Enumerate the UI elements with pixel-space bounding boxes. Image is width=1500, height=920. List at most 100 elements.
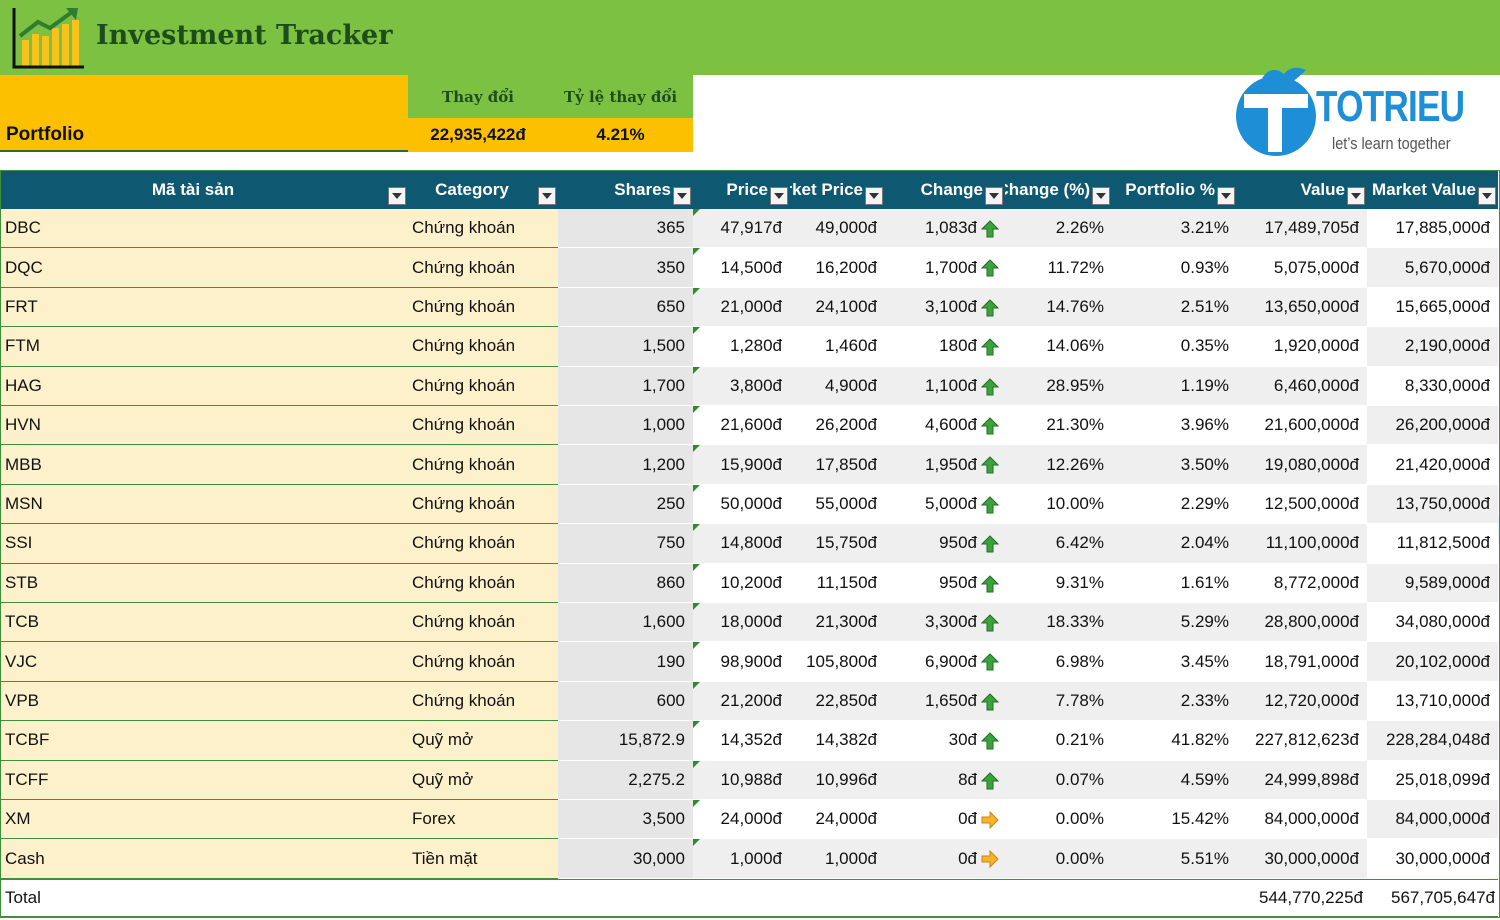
table-cell: 650	[558, 287, 693, 328]
table-header-bar	[0, 170, 1498, 209]
column-header: Market Price	[790, 179, 863, 199]
table-cell: 12,720,000đ	[1237, 681, 1367, 722]
comment-indicator	[693, 563, 700, 571]
table-cell: HVN	[0, 406, 408, 446]
table-cell: 17,885,000đ	[1367, 209, 1498, 249]
filter-button[interactable]	[770, 187, 788, 205]
comment-indicator	[693, 524, 700, 532]
change-arrow	[981, 456, 999, 474]
table-cell: 1,000đ	[693, 839, 790, 879]
table-cell: 49,000đ	[790, 209, 885, 249]
table-cell: 14,382đ	[790, 721, 885, 761]
table-cell: 2.29%	[1112, 484, 1237, 525]
column-header: Mã tài sản	[151, 179, 235, 199]
table-cell: Chứng khoán	[408, 642, 558, 682]
filter-button[interactable]	[1347, 187, 1365, 205]
table-cell: 21,600,000đ	[1237, 406, 1367, 446]
filter-button[interactable]	[388, 187, 406, 205]
table-cell: 1,280đ	[693, 327, 790, 367]
change-arrow	[981, 338, 999, 356]
table-cell: 17,489,705đ	[1237, 209, 1367, 249]
table-cell: Chứng khoán	[408, 445, 558, 485]
table-cell: 21,300đ	[790, 603, 885, 643]
change-arrow	[981, 614, 999, 632]
table-cell: Chứng khoán	[408, 563, 558, 603]
comment-indicator	[693, 760, 700, 768]
change-arrow	[981, 850, 999, 869]
table-cell: DBC	[0, 209, 408, 249]
change-arrow	[981, 693, 999, 711]
table-cell: 13,650,000đ	[1237, 287, 1367, 328]
filter-button[interactable]	[1478, 187, 1496, 205]
table-cell: 6.42%	[1005, 524, 1112, 564]
total-row	[0, 878, 1498, 919]
table-cell: 7.78%	[1005, 681, 1112, 722]
filter-button[interactable]	[673, 187, 691, 205]
comment-indicator	[693, 445, 700, 453]
app-icon	[12, 8, 84, 69]
table-cell: 21,600đ	[693, 406, 790, 446]
change-arrow	[981, 496, 999, 514]
column-header: Category	[435, 179, 509, 199]
column-header: Market Value	[1372, 179, 1476, 199]
table-cell: 13,750,000đ	[1367, 484, 1498, 525]
table-cell: 21,200đ	[693, 681, 790, 722]
table-cell: 84,000,000đ	[1367, 800, 1498, 840]
table-cell: 2.04%	[1112, 524, 1237, 564]
filter-button[interactable]	[985, 187, 1003, 205]
comment-indicator	[693, 603, 700, 610]
table-cell: 15,872.9	[558, 721, 693, 761]
comment-indicator	[693, 366, 700, 374]
table-cell: 3.21%	[1112, 209, 1237, 249]
table-cell: 1,600	[558, 603, 693, 643]
filter-button[interactable]	[865, 187, 883, 205]
table-cell: 3.45%	[1112, 642, 1237, 682]
table-cell: 22,850đ	[790, 681, 885, 722]
table-cell: 0.00%	[1005, 800, 1112, 840]
table-cell: 17,850đ	[790, 445, 885, 485]
table-cell: 30,000	[558, 839, 693, 879]
table-cell: 14,352đ	[693, 721, 790, 761]
table-cell: Tiền mặt	[408, 839, 558, 879]
filter-button[interactable]	[538, 187, 556, 205]
summary-header: Tỷ lệ thay đổi	[548, 75, 693, 118]
change-arrow	[981, 771, 999, 790]
table-cell: 18,000đ	[693, 603, 790, 643]
table-cell: 15,900đ	[693, 445, 790, 485]
total-label: Total	[5, 888, 41, 908]
table-cell: 365	[558, 209, 693, 249]
filter-button[interactable]	[1217, 187, 1235, 205]
table-cell: 0.00%	[1005, 839, 1112, 879]
table-cell: 14.06%	[1005, 327, 1112, 367]
table-cell: TCFF	[0, 760, 408, 800]
table-cell: 3,800đ	[693, 366, 790, 406]
total-market-value: 567,705,647đ	[1391, 888, 1495, 908]
comment-indicator	[693, 721, 700, 729]
table-cell: 4.59%	[1112, 760, 1237, 800]
change-arrow	[981, 299, 999, 317]
table-cell: 0.07%	[1005, 760, 1112, 800]
table-cell: Chứng khoán	[408, 406, 558, 446]
table-cell: 6.98%	[1005, 642, 1112, 682]
table-cell: 50,000đ	[693, 484, 790, 525]
total-value: 544,770,225đ	[1259, 888, 1363, 908]
change-arrow	[981, 220, 999, 238]
table-cell: 350	[558, 248, 693, 288]
table-cell: 4,900đ	[790, 366, 885, 406]
table-cell: 34,080,000đ	[1367, 603, 1498, 643]
column-header: Change (%)	[1005, 179, 1090, 199]
table-cell: 10,200đ	[693, 563, 790, 603]
table-cell: Chứng khoán	[408, 603, 558, 643]
table-cell: Chứng khoán	[408, 327, 558, 367]
table-cell: 3.96%	[1112, 406, 1237, 446]
column-header: Change	[920, 179, 983, 199]
brand-tagline: let’s learn together	[1332, 134, 1451, 153]
table-cell: 2.33%	[1112, 681, 1237, 722]
filter-button[interactable]	[1092, 187, 1110, 205]
comment-indicator	[693, 642, 700, 650]
table-cell: 10,996đ	[790, 760, 885, 800]
table-cell: Quỹ mở	[408, 760, 558, 800]
table-cell: 1,000	[558, 406, 693, 446]
change-arrow	[981, 259, 999, 277]
table-cell: 25,018,099đ	[1367, 760, 1498, 800]
